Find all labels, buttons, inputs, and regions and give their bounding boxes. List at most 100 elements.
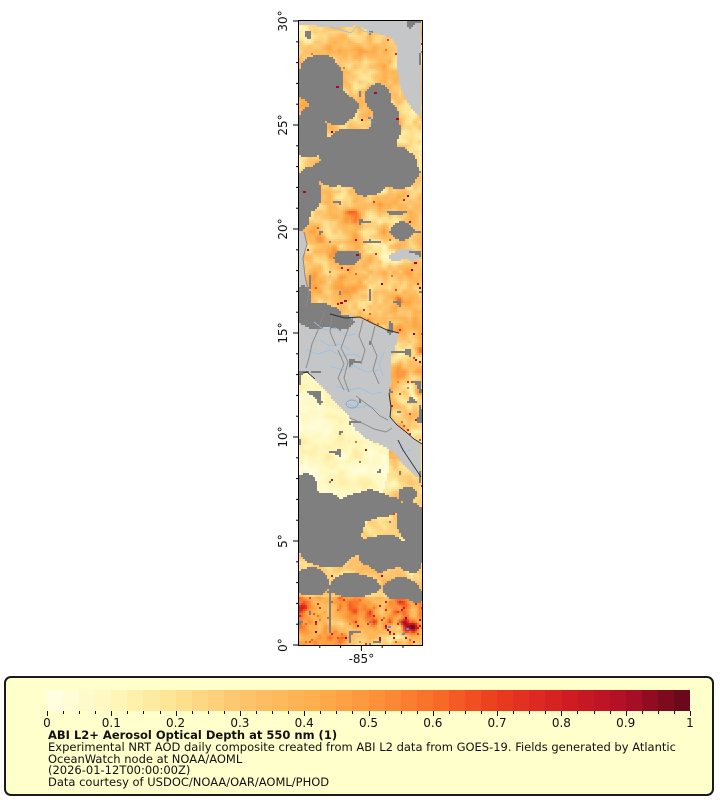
- colorbar-major-tick: [432, 711, 434, 716]
- colorbar-block: [593, 690, 610, 711]
- colorbar-block: [223, 690, 240, 711]
- colorbar-block: [625, 690, 642, 711]
- colorbar-major-tick: [175, 711, 177, 716]
- colorbar-tick-label: 0.3: [230, 716, 250, 730]
- colorbar-minor-tick: [320, 711, 322, 714]
- colorbar-minor-tick: [481, 711, 483, 714]
- legend-box: 0 0.1 0.2 0.3 0.4 0.5 0.6 0.7 0.8 0.9 1 ABI L2+ Ae…: [4, 676, 714, 796]
- colorbar-tick-label: 0.8: [551, 716, 571, 730]
- colorbar-minor-tick: [288, 711, 290, 714]
- colorbar-major-tick: [239, 711, 241, 716]
- colorbar-minor-tick: [400, 711, 402, 714]
- colorbar-block: [79, 690, 96, 711]
- colorbar-tick-label: 0.1: [101, 716, 121, 730]
- colorbar-block: [465, 690, 482, 711]
- colorbar-minor-tick: [448, 711, 450, 714]
- colorbar-tick-label: 0.2: [166, 716, 186, 730]
- aod-map-raster: [299, 21, 422, 645]
- colorbar-block: [481, 690, 498, 711]
- colorbar-minor-tick: [657, 711, 659, 714]
- colorbar-block: [47, 690, 64, 711]
- colorbar-major-tick: [690, 711, 691, 716]
- colorbar-block: [561, 690, 578, 711]
- colorbar-block: [432, 690, 449, 711]
- colorbar-tick-label: 1: [686, 716, 694, 730]
- colorbar-block: [657, 690, 675, 711]
- colorbar-block: [63, 690, 80, 711]
- colorbar-minor-tick: [191, 711, 193, 714]
- colorbar-minor-tick: [207, 711, 209, 714]
- colorbar-block: [609, 690, 626, 711]
- colorbar-block: [545, 690, 562, 711]
- colorbar-tick-label: 0.9: [616, 716, 636, 730]
- colorbar-minor-tick: [673, 711, 675, 714]
- legend-description-line: Experimental NRT AOD daily composite cre…: [48, 739, 676, 754]
- colorbar-block: [641, 690, 658, 711]
- colorbar-major-tick: [497, 711, 499, 716]
- colorbar-block: [207, 690, 224, 711]
- colorbar-block: [416, 690, 433, 711]
- colorbar-block: [256, 690, 273, 711]
- colorbar-minor-tick: [513, 711, 515, 714]
- colorbar-minor-tick: [223, 711, 225, 714]
- colorbar-block: [400, 690, 417, 711]
- colorbar-major-tick: [47, 711, 48, 716]
- legend-timestamp: (2026-01-12T00:00:00Z): [48, 763, 191, 778]
- colorbar-block: [577, 690, 594, 711]
- colorbar-minor-tick: [464, 711, 466, 714]
- colorbar-minor-tick: [609, 711, 611, 714]
- colorbar-block: [529, 690, 546, 711]
- colorbar-minor-tick: [593, 711, 595, 714]
- colorbar-ticks: 0 0.1 0.2 0.3 0.4 0.5 0.6 0.7 0.8 0.9 1: [6, 711, 712, 735]
- colorbar-minor-tick: [545, 711, 547, 714]
- colorbar-minor-tick: [352, 711, 354, 714]
- colorbar-major-tick: [561, 711, 563, 716]
- y-tick-label: 0°: [276, 638, 290, 652]
- colorbar-block: [384, 690, 401, 711]
- colorbar-block: [95, 690, 112, 711]
- y-tick-label: 25°: [276, 114, 290, 135]
- colorbar-block: [304, 690, 321, 711]
- colorbar-tick-label: 0.4: [294, 716, 314, 730]
- colorbar-block: [191, 690, 208, 711]
- colorbar: [47, 690, 691, 711]
- colorbar-block: [143, 690, 160, 711]
- colorbar-minor-tick: [159, 711, 161, 714]
- colorbar-tick-label: 0.7: [487, 716, 507, 730]
- legend-courtesy-line: Data courtesy of USDOC/NOAA/OAR/AOML/PHO…: [48, 775, 330, 790]
- colorbar-block: [513, 690, 530, 711]
- colorbar-minor-tick: [255, 711, 257, 714]
- legend-text-block: ABI L2+ Aerosol Optical Depth at 550 nm …: [48, 728, 708, 790]
- colorbar-major-tick: [625, 711, 627, 716]
- y-tick-label: 30°: [276, 10, 290, 31]
- legend-title: ABI L2+ Aerosol Optical Depth at 550 nm …: [48, 728, 338, 742]
- colorbar-block: [674, 690, 691, 711]
- colorbar-minor-tick: [336, 711, 338, 714]
- legend-description-line: OceanWatch node at NOAA/AOML: [48, 751, 243, 766]
- x-tick-label: -85°: [349, 652, 375, 666]
- colorbar-block: [336, 690, 353, 711]
- colorbar-minor-tick: [63, 711, 65, 714]
- y-tick-label: 10°: [276, 426, 290, 447]
- colorbar-block: [352, 690, 369, 711]
- colorbar-block: [288, 690, 305, 711]
- colorbar-minor-tick: [641, 711, 643, 714]
- colorbar-block: [159, 690, 176, 711]
- y-tick-label: 5°: [276, 534, 290, 548]
- colorbar-tick-label: 0.5: [358, 716, 379, 730]
- colorbar-block: [111, 690, 128, 711]
- y-tick-label: 15°: [276, 322, 290, 343]
- colorbar-minor-tick: [79, 711, 81, 714]
- colorbar-minor-tick: [143, 711, 145, 714]
- colorbar-major-tick: [304, 711, 306, 716]
- colorbar-major-tick: [111, 711, 113, 716]
- colorbar-block: [127, 690, 144, 711]
- colorbar-block: [497, 690, 514, 711]
- colorbar-major-tick: [368, 711, 370, 716]
- colorbar-minor-tick: [384, 711, 386, 714]
- colorbar-block: [239, 690, 257, 711]
- colorbar-block: [320, 690, 337, 711]
- colorbar-minor-tick: [127, 711, 129, 714]
- colorbar-block: [368, 690, 385, 711]
